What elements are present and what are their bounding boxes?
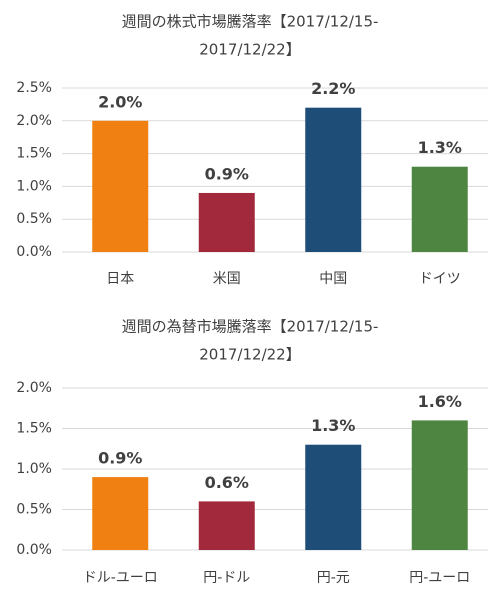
bar	[198, 192, 255, 252]
bar	[305, 444, 362, 550]
x-tick-label: ドル-ユーロ	[83, 570, 158, 586]
y-tick-label: 1.5%	[16, 146, 52, 162]
chart-title: 週間の株式市場騰落率【2017/12/15-	[122, 13, 379, 31]
value-label: 1.3%	[311, 416, 355, 435]
x-tick-label: 円-ユーロ	[409, 570, 470, 586]
value-label: 2.2%	[311, 79, 355, 98]
x-tick-label: 米国	[213, 271, 241, 287]
x-tick-label: 中国	[319, 271, 347, 287]
y-tick-label: 0.0%	[16, 244, 52, 260]
y-tick-label: 0.5%	[16, 502, 52, 518]
value-label: 1.6%	[418, 392, 462, 411]
y-tick-label: 1.0%	[16, 461, 52, 477]
x-tick-label: ドイツ	[419, 271, 461, 287]
value-label: 1.3%	[418, 138, 462, 157]
bar	[92, 120, 149, 252]
value-label: 2.0%	[98, 92, 142, 111]
y-tick-label: 2.5%	[16, 80, 52, 96]
bar	[92, 477, 149, 550]
value-label: 0.9%	[98, 449, 142, 468]
y-tick-label: 2.0%	[16, 380, 52, 396]
chart-title: 2017/12/22】	[199, 41, 300, 59]
chart-title: 週間の為替市場騰落率【2017/12/15-	[122, 318, 379, 336]
chart-title: 2017/12/22】	[199, 346, 300, 364]
y-tick-label: 1.5%	[16, 421, 52, 437]
value-label: 0.6%	[205, 473, 249, 492]
bar	[305, 107, 362, 253]
y-tick-label: 2.0%	[16, 113, 52, 129]
y-tick-label: 1.0%	[16, 178, 52, 194]
bar	[198, 501, 255, 550]
bar	[411, 166, 468, 252]
value-label: 0.9%	[205, 164, 249, 183]
x-tick-label: 円-元	[317, 570, 350, 586]
x-tick-label: 円-ドル	[203, 570, 250, 586]
y-tick-label: 0.5%	[16, 211, 52, 227]
x-tick-label: 日本	[106, 271, 134, 287]
bar	[411, 420, 468, 550]
y-tick-label: 0.0%	[16, 542, 52, 558]
